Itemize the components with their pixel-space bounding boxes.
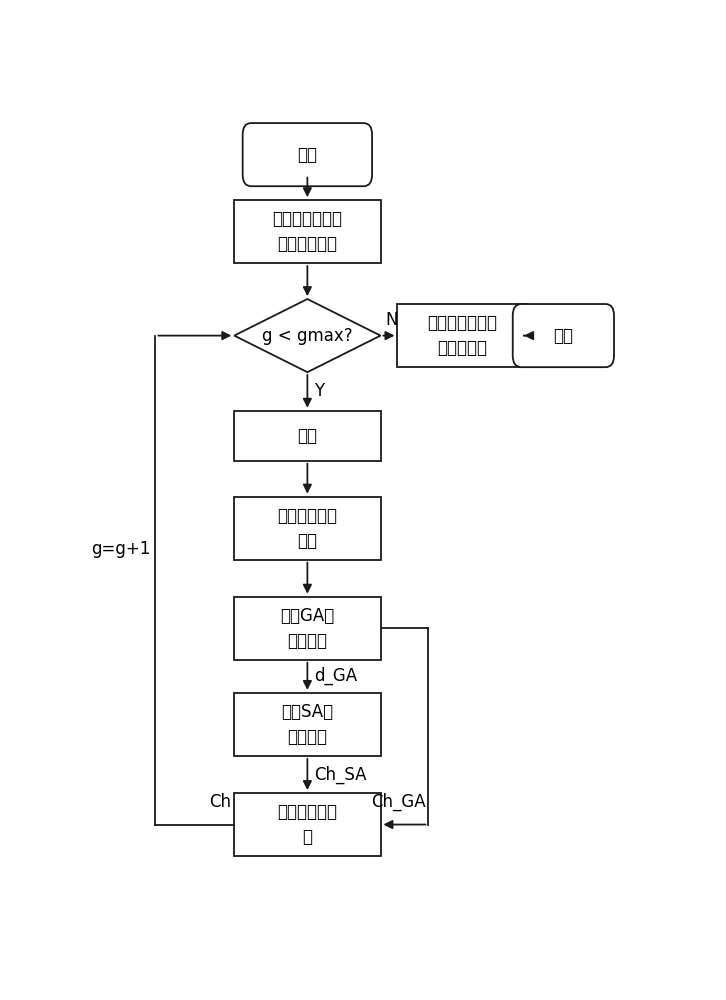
Text: 结束: 结束 [553, 327, 574, 345]
Text: g=g+1: g=g+1 [91, 540, 151, 558]
Text: Ch_SA: Ch_SA [314, 765, 367, 784]
Text: N: N [385, 311, 398, 329]
Text: d_GA: d_GA [314, 667, 357, 685]
FancyBboxPatch shape [242, 123, 372, 186]
Text: 两维编码方式下
的初始化种群: 两维编码方式下 的初始化种群 [272, 210, 343, 253]
Text: Y: Y [314, 382, 325, 400]
Bar [234, 497, 380, 560]
Bar [397, 304, 527, 367]
Text: g < gmax?: g < gmax? [262, 327, 353, 345]
Text: 分类适应度値
计算: 分类适应度値 计算 [277, 507, 338, 550]
Polygon shape [234, 299, 380, 372]
Bar [234, 793, 380, 856]
Bar [234, 693, 380, 756]
FancyBboxPatch shape [513, 304, 614, 367]
Text: 将最优个体解码
为调度方案: 将最优个体解码 为调度方案 [427, 314, 497, 357]
Text: 基于SA的
局部搜索: 基于SA的 局部搜索 [281, 703, 333, 746]
Bar [234, 597, 380, 660]
Text: 基于GA的
全局搜索: 基于GA的 全局搜索 [280, 607, 335, 650]
Text: 开始: 开始 [298, 146, 317, 164]
Bar [234, 200, 380, 263]
Text: 解码: 解码 [298, 427, 317, 445]
Text: Ch_GA: Ch_GA [371, 792, 425, 811]
Text: Ch: Ch [209, 793, 232, 811]
Bar [234, 411, 380, 461]
Text: 择优产生新种
群: 择优产生新种 群 [277, 803, 338, 846]
